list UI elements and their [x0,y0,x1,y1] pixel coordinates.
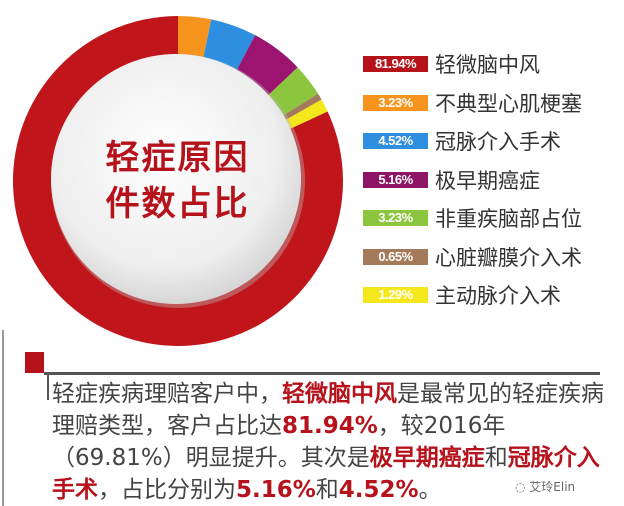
legend-value-badge: 81.94% [363,56,428,72]
legend-label: 冠脉介入手术 [435,130,561,154]
highlight-text: 81.94% [282,413,378,439]
watermark: ◌ 艾玲Elin [515,478,575,495]
paragraph-text: ，较2016年（69.81%）明显提升。其次是 [52,413,506,471]
legend-item: 5.16% 极早期癌症 [363,168,540,193]
legend-label: 心脏瓣膜介入术 [435,245,582,270]
legend-value-badge: 5.16% [363,171,428,188]
legend-item: 4.52% 冠脉介入手术 [363,129,561,154]
legend-item: 1.29% 主动脉介入术 [363,283,561,308]
legend-label: 极早期癌症 [435,168,540,193]
divider-vertical [47,375,49,400]
chart-title-line-2: 件数占比 [105,184,250,224]
legend-value-badge: 0.65% [363,248,428,265]
legend-value-badge: 3.23% [363,210,428,226]
legend-label: 非重疾脑部占位 [435,207,582,231]
highlight-text: 4.52% [338,477,419,503]
paragraph-text: 和 [484,445,508,471]
chart-title-line-1: 轻症原因 [105,138,250,178]
chart-title: 轻症原因 件数占比 [75,135,280,227]
legend-value-badge: 3.23% [363,94,428,111]
divider [44,372,600,375]
highlight-text: 轻微脑中风 [282,381,397,407]
description-paragraph: 轻症疾病理赔客户中，轻微脑中风是最常见的轻症疾病理赔类型，客户占比达81.94%… [52,378,612,506]
left-border [2,330,4,506]
legend-item: 81.94% 轻微脑中风 [363,52,540,77]
paragraph-text: 和 [315,477,339,503]
legend-label: 轻微脑中风 [435,53,540,77]
red-square-decoration [25,352,44,373]
legend-value-badge: 1.29% [363,287,428,303]
legend-value-badge: 4.52% [363,133,428,149]
legend-item: 3.23% 非重疾脑部占位 [363,206,582,231]
paragraph-text: 是最常见的轻症疾病理赔类型，客户占比达 [52,381,604,439]
legend-item: 0.65% 心脏瓣膜介入术 [363,245,582,270]
highlight-text: 极早期癌症 [369,445,485,471]
legend-item: 3.23% 不典型心肌梗塞 [363,91,582,116]
donut-center [51,54,301,304]
paragraph-text: ，占比分别为 [98,477,236,503]
highlight-text: 5.16% [236,477,316,503]
highlight-text: 冠脉介入手术 [52,445,600,503]
paragraph-text: 轻症疾病理赔客户中， [52,381,282,407]
paragraph-text: 。 [418,477,442,503]
legend-label: 不典型心肌梗塞 [435,91,582,116]
legend-label: 主动脉介入术 [435,284,561,308]
wechat-icon: ◌ [515,480,530,494]
donut-chart [13,15,344,346]
watermark-text: 艾玲Elin [529,480,576,494]
